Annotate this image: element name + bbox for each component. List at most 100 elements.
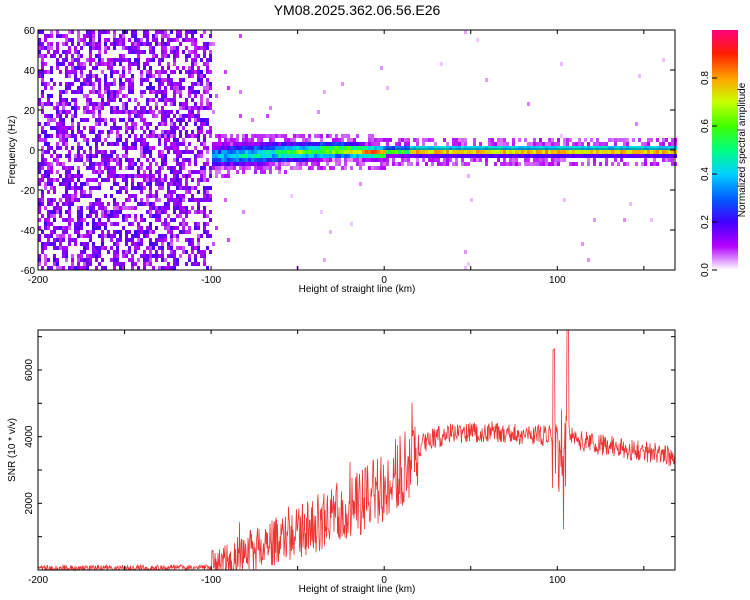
- heatmap-cell: [92, 82, 95, 86]
- heatmap-cell: [527, 142, 530, 146]
- heatmap-cell: [89, 186, 92, 190]
- heatmap-cell: [110, 94, 113, 98]
- heatmap-cell: [197, 66, 200, 70]
- heatmap-cell: [332, 142, 335, 146]
- heatmap-cell: [167, 74, 170, 78]
- heatmap-cell: [101, 238, 104, 242]
- heatmap-cell: [170, 194, 173, 198]
- heatmap-cell: [428, 154, 431, 158]
- heatmap-cell: [302, 134, 305, 138]
- heatmap-cell: [188, 38, 191, 42]
- heatmap-cell: [53, 198, 56, 202]
- heatmap-cell: [584, 150, 587, 154]
- heatmap-cell: [164, 98, 167, 102]
- heatmap-cell: [155, 78, 158, 82]
- heatmap-cell: [467, 146, 470, 150]
- heatmap-cell: [98, 62, 101, 66]
- heatmap-cell: [461, 154, 464, 158]
- heatmap-cell: [218, 146, 221, 150]
- heatmap-cell: [248, 166, 251, 170]
- heatmap-cell: [131, 46, 134, 50]
- heatmap-cell: [338, 146, 341, 150]
- heatmap-cell: [128, 58, 131, 62]
- heatmap-cell: [365, 154, 368, 158]
- heatmap-cell: [290, 194, 293, 198]
- heatmap-cell: [161, 258, 164, 262]
- heatmap-cell: [119, 210, 122, 214]
- heatmap-cell: [179, 78, 182, 82]
- heatmap-cell: [41, 90, 44, 94]
- heatmap-cell: [260, 166, 263, 170]
- heatmap-cell: [158, 90, 161, 94]
- heatmap-cell: [206, 158, 209, 162]
- heatmap-cell: [167, 34, 170, 38]
- heatmap-cell: [122, 202, 125, 206]
- heatmap-cell: [107, 170, 110, 174]
- heatmap-cell: [272, 154, 275, 158]
- y-tick-label: 2000: [24, 492, 35, 515]
- heatmap-cell: [203, 190, 206, 194]
- heatmap-cell: [98, 182, 101, 186]
- heatmap-cell: [125, 238, 128, 242]
- heatmap-cell: [191, 98, 194, 102]
- heatmap-cell: [638, 138, 641, 142]
- heatmap-cell: [239, 166, 242, 170]
- heatmap-cell: [545, 146, 548, 150]
- heatmap-cell: [212, 142, 215, 146]
- heatmap-cell: [461, 138, 464, 142]
- heatmap-cell: [401, 158, 404, 162]
- heatmap-cell: [170, 238, 173, 242]
- heatmap-cell: [83, 150, 86, 154]
- heatmap-cell: [68, 74, 71, 78]
- heatmap-cell: [173, 178, 176, 182]
- heatmap-cell: [107, 154, 110, 158]
- heatmap-cell: [668, 150, 671, 154]
- heatmap-cell: [194, 82, 197, 86]
- heatmap-cell: [140, 78, 143, 82]
- heatmap-cell: [551, 138, 554, 142]
- heatmap-cell: [620, 154, 623, 158]
- heatmap-cell: [188, 210, 191, 214]
- heatmap-cell: [233, 166, 236, 170]
- heatmap-cell: [167, 62, 170, 66]
- heatmap-cell: [356, 154, 359, 158]
- heatmap-cell: [200, 170, 203, 174]
- heatmap-cell: [296, 150, 299, 154]
- heatmap-cell: [152, 214, 155, 218]
- heatmap-cell: [638, 146, 641, 150]
- heatmap-cell: [527, 158, 530, 162]
- heatmap-cell: [443, 154, 446, 158]
- heatmap-cell: [575, 142, 578, 146]
- heatmap-cell: [191, 38, 194, 42]
- heatmap-cell: [185, 130, 188, 134]
- heatmap-cell: [47, 266, 50, 270]
- heatmap-cell: [209, 134, 212, 138]
- heatmap-cell: [506, 146, 509, 150]
- heatmap-cell: [416, 138, 419, 142]
- heatmap-cell: [263, 154, 266, 158]
- heatmap-cell: [161, 254, 164, 258]
- heatmap-cell: [59, 242, 62, 246]
- heatmap-cell: [185, 214, 188, 218]
- heatmap-cell: [74, 230, 77, 234]
- heatmap-cell: [455, 146, 458, 150]
- heatmap-cell: [188, 170, 191, 174]
- heatmap-cell: [89, 158, 92, 162]
- heatmap-cell: [431, 146, 434, 150]
- heatmap-cell: [251, 138, 254, 142]
- heatmap-cell: [113, 34, 116, 38]
- heatmap-cell: [44, 162, 47, 166]
- heatmap-cell: [200, 46, 203, 50]
- heatmap-cell: [563, 154, 566, 158]
- heatmap-cell: [146, 62, 149, 66]
- heatmap-cell: [398, 150, 401, 154]
- heatmap-cell: [494, 146, 497, 150]
- heatmap-cell: [113, 202, 116, 206]
- heatmap-cell: [554, 150, 557, 154]
- heatmap-cell: [599, 150, 602, 154]
- heatmap-cell: [359, 142, 362, 146]
- snr-xlabel: Height of straight line (km): [299, 584, 416, 595]
- heatmap-cell: [203, 86, 206, 90]
- heatmap-cell: [158, 254, 161, 258]
- heatmap-cell: [209, 50, 212, 54]
